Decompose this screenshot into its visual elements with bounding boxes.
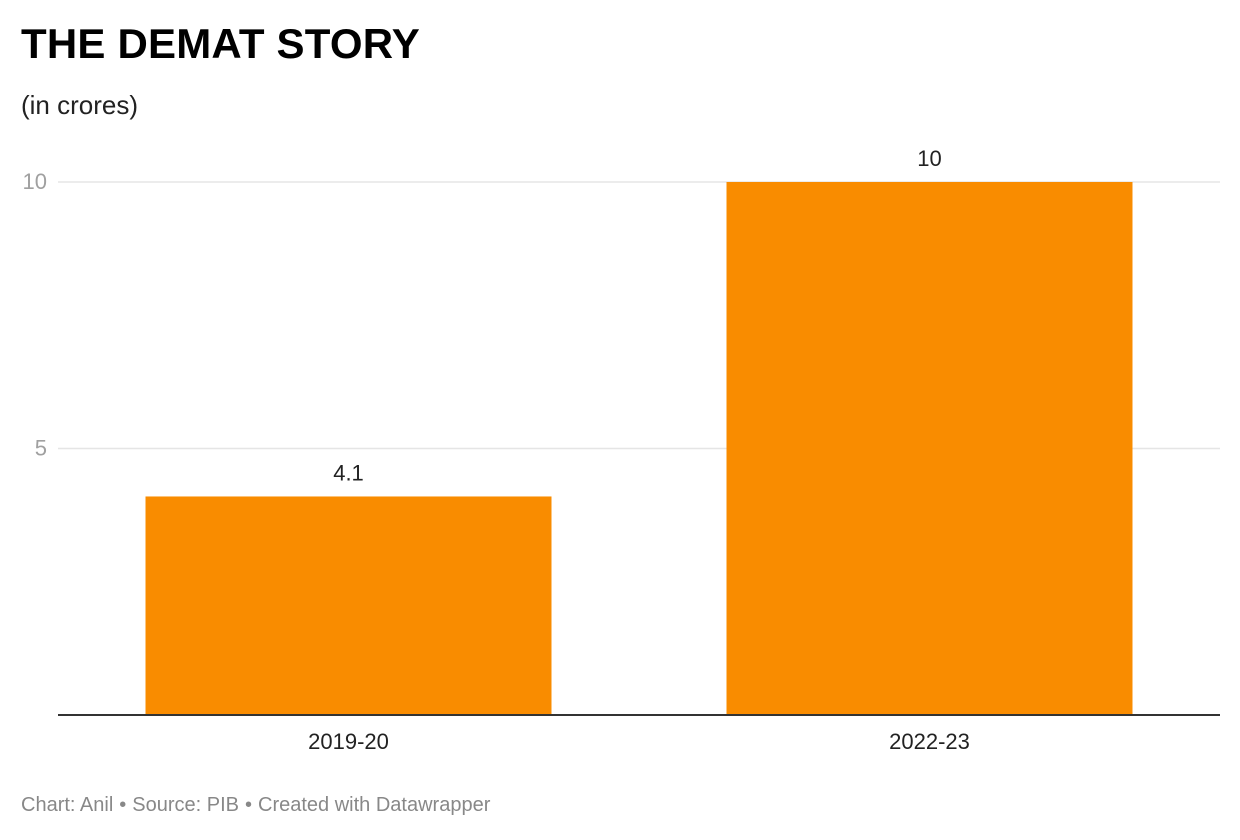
bar xyxy=(726,182,1133,715)
chart-credit: Chart: Anil xyxy=(21,794,114,816)
created-with-credit: Created with Datawrapper xyxy=(258,794,491,816)
chart-footer: Chart: Anil • Source: PIB • Created with Dat… xyxy=(21,794,490,817)
x-tick-label: 2022-23 xyxy=(889,729,970,754)
value-label: 4.1 xyxy=(333,460,364,485)
chart-title: THE DEMAT STORY xyxy=(21,20,420,67)
x-tick-label: 2019-20 xyxy=(308,729,389,754)
bars xyxy=(145,182,1133,715)
y-tick-label: 5 xyxy=(35,436,47,461)
y-tick-label: 10 xyxy=(23,169,47,194)
labels: 5 10 4.1 2019-20 10 2022-23 xyxy=(23,146,970,754)
bar xyxy=(145,496,552,715)
source-credit: Source: PIB xyxy=(132,794,239,816)
chart-subtitle: (in crores) xyxy=(21,90,139,120)
footer-separator: • xyxy=(245,794,253,816)
value-label: 10 xyxy=(917,146,941,171)
footer-separator: • xyxy=(119,794,127,816)
